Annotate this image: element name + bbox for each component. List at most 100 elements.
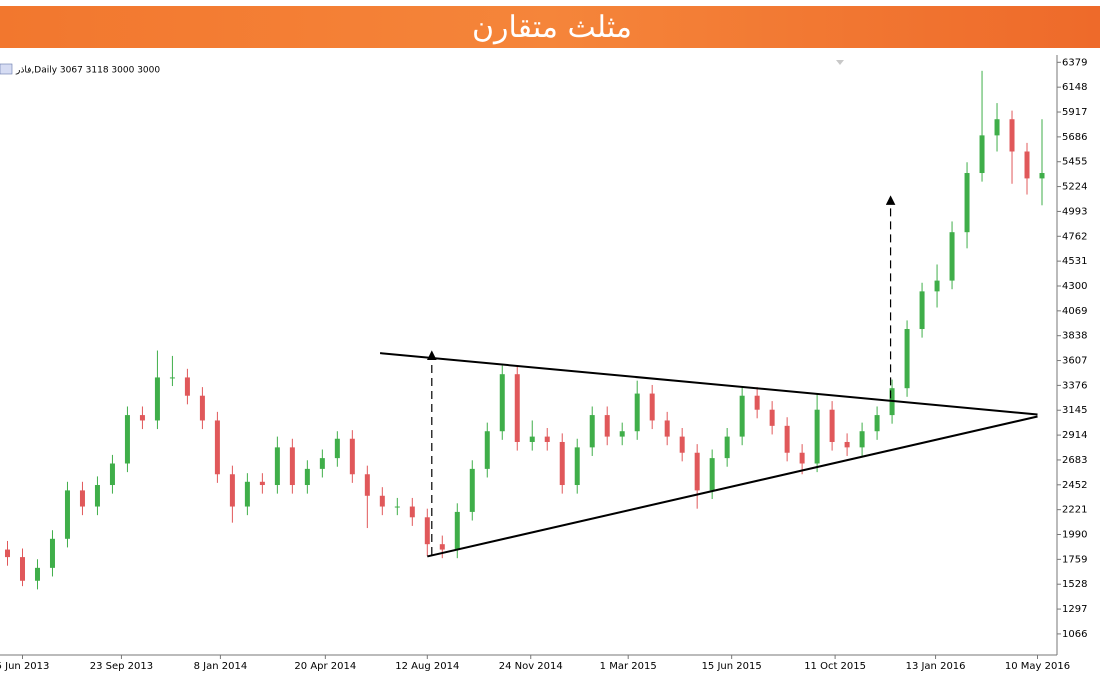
candle-body	[349, 438, 355, 475]
candle-body	[289, 447, 295, 486]
x-tick-label: 5 Jun 2013	[0, 661, 49, 672]
candle-body	[424, 517, 430, 545]
y-tick-label: 3376	[1062, 380, 1087, 391]
y-tick-label: 3607	[1062, 356, 1087, 367]
candle-body	[844, 441, 850, 448]
y-tick-label: 1297	[1062, 604, 1087, 615]
candle-body	[64, 490, 70, 539]
y-tick-label: 1759	[1062, 554, 1087, 565]
x-tick-label: 15 Jun 2015	[702, 661, 762, 672]
candle-body	[724, 436, 730, 459]
candle-body	[649, 393, 655, 421]
candle-body	[739, 395, 745, 437]
candle-body	[409, 506, 415, 518]
candle-body	[934, 280, 940, 292]
candle-body	[619, 431, 625, 437]
candle-body	[19, 557, 25, 581]
candle-body	[394, 506, 400, 508]
candle-body	[514, 374, 520, 442]
candle-body	[859, 431, 865, 448]
candle-body	[754, 395, 760, 410]
y-tick-label: 2221	[1062, 505, 1087, 516]
candle-body	[1009, 119, 1015, 152]
x-tick-label: 13 Jan 2016	[906, 661, 966, 672]
candle-body	[814, 409, 820, 464]
y-tick-label: 6148	[1062, 82, 1087, 93]
symbol-icon	[0, 63, 13, 75]
x-tick-label: 10 May 2016	[1005, 661, 1070, 672]
candle-body	[499, 374, 505, 432]
candle-body	[1024, 151, 1030, 179]
y-tick-label: 4069	[1062, 306, 1087, 317]
candle-body	[364, 474, 370, 496]
candle-body	[379, 495, 385, 507]
candle-body	[664, 420, 670, 437]
x-tick-label: 1 Mar 2015	[600, 661, 657, 672]
candle-body	[154, 377, 160, 421]
candle-body	[79, 490, 85, 507]
title-banner	[0, 6, 1100, 48]
y-tick-label: 2914	[1062, 430, 1087, 441]
y-tick-label: 1990	[1062, 530, 1087, 541]
x-tick-label: 20 Apr 2014	[294, 661, 356, 672]
candle-body	[994, 119, 1000, 136]
candle-body	[604, 415, 610, 437]
candle-body	[529, 436, 535, 442]
symbol-info: فاذر,Daily 3067 3118 3000 3000	[15, 66, 160, 76]
candle-body	[559, 441, 565, 486]
candle-body	[1039, 173, 1045, 179]
candle-body	[589, 415, 595, 448]
candle-body	[829, 409, 835, 442]
candle-body	[919, 291, 925, 330]
candle-body	[169, 377, 175, 379]
y-tick-label: 6379	[1062, 57, 1087, 68]
candle-body	[124, 415, 130, 464]
candle-body	[49, 538, 55, 568]
candle-body	[544, 436, 550, 442]
candle-body	[184, 377, 190, 396]
candle-body	[229, 474, 235, 507]
y-tick-label: 4993	[1062, 206, 1087, 217]
candle-body	[709, 458, 715, 491]
chart-title: مثلث متقارن	[472, 10, 632, 45]
y-tick-label: 4300	[1062, 281, 1087, 292]
candle-body	[679, 436, 685, 453]
candle-body	[109, 463, 115, 486]
trend-line	[427, 415, 1038, 558]
candle-body	[484, 431, 490, 469]
candle-body	[94, 485, 100, 507]
candle-body	[874, 415, 880, 432]
candle-body	[979, 135, 985, 174]
candle-body	[799, 452, 805, 464]
x-tick-label: 8 Jan 2014	[194, 661, 248, 672]
candle-body	[694, 452, 700, 491]
candle-body	[244, 481, 250, 507]
candle-body	[304, 468, 310, 486]
y-tick-label: 3838	[1062, 331, 1087, 342]
candle-body	[454, 511, 460, 550]
candle-body	[439, 544, 445, 550]
candle-body	[949, 232, 955, 281]
candle-body	[34, 567, 40, 581]
trend-line	[379, 352, 1038, 416]
y-tick-label: 5917	[1062, 107, 1087, 118]
candle-body	[214, 420, 220, 475]
y-tick-label: 2452	[1062, 480, 1087, 491]
candle-body	[199, 395, 205, 421]
candle-body	[634, 393, 640, 432]
y-tick-label: 4531	[1062, 256, 1087, 267]
candle-body	[319, 458, 325, 469]
y-tick-label: 5686	[1062, 132, 1087, 143]
x-tick-label: 12 Aug 2014	[395, 661, 459, 672]
candle-body	[574, 447, 580, 486]
candle-body	[964, 173, 970, 233]
candle-body	[139, 415, 145, 421]
y-tick-label: 1066	[1062, 629, 1087, 640]
y-tick-label: 2683	[1062, 455, 1087, 466]
candle-body	[904, 329, 910, 389]
candle-body	[334, 438, 340, 459]
y-tick-label: 4762	[1062, 231, 1087, 242]
candle-body	[274, 447, 280, 486]
